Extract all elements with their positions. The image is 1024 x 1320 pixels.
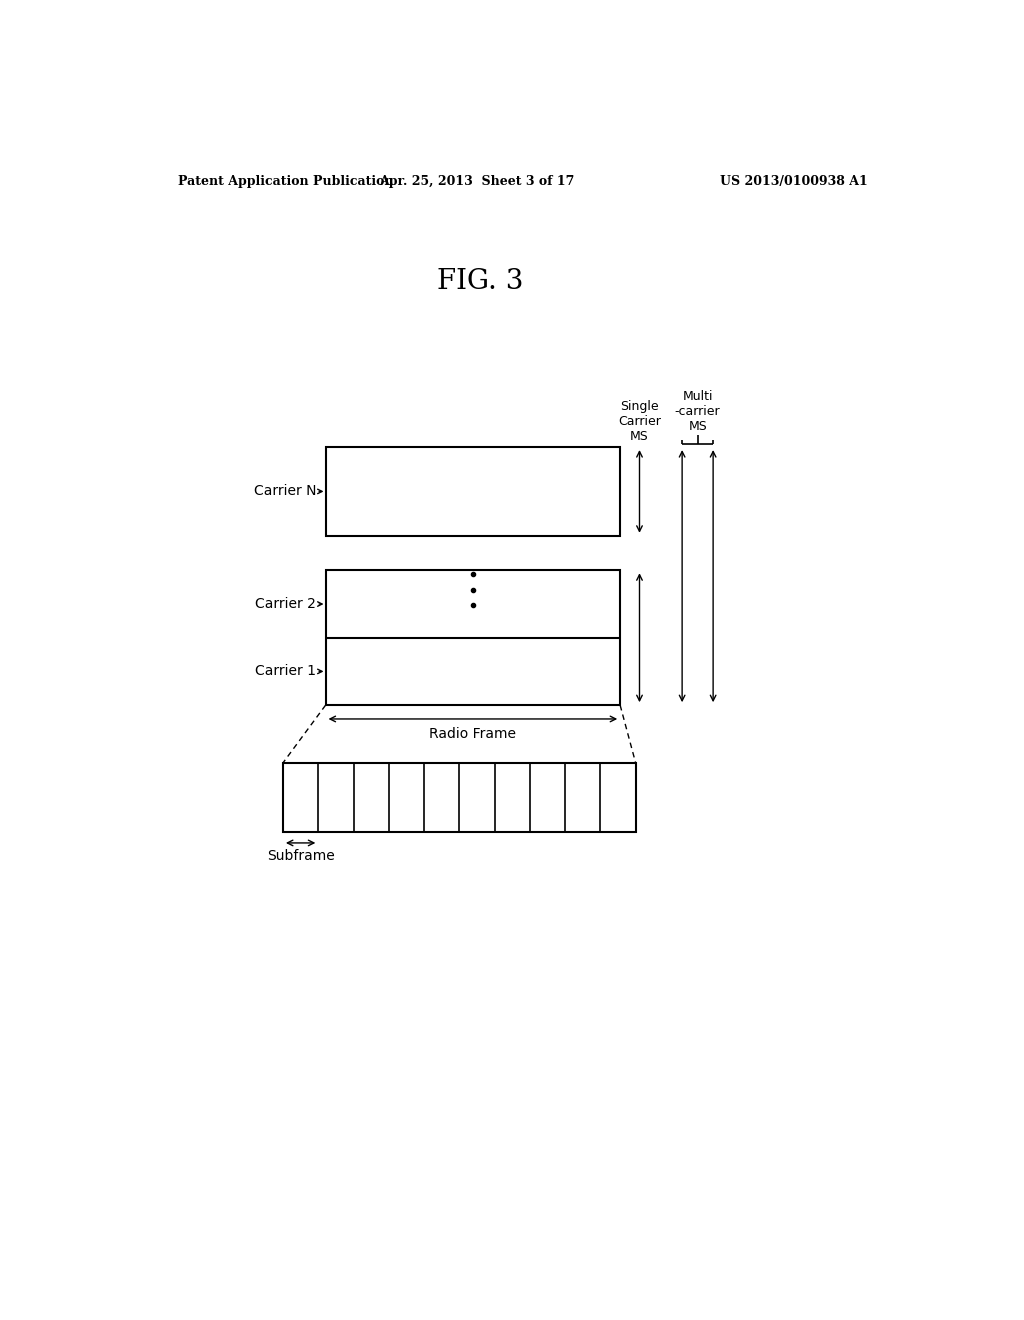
- Text: Carrier 2: Carrier 2: [255, 597, 316, 611]
- Text: FIG. 3: FIG. 3: [437, 268, 524, 296]
- Bar: [326, 447, 621, 536]
- Text: US 2013/0100938 A1: US 2013/0100938 A1: [720, 176, 868, 187]
- Bar: [326, 570, 621, 705]
- Text: Apr. 25, 2013  Sheet 3 of 17: Apr. 25, 2013 Sheet 3 of 17: [379, 176, 574, 187]
- Text: Multi
-carrier
MS: Multi -carrier MS: [675, 391, 721, 433]
- Text: Patent Application Publication: Patent Application Publication: [178, 176, 394, 187]
- Text: Carrier N: Carrier N: [254, 484, 316, 499]
- Bar: [283, 763, 636, 832]
- Text: Radio Frame: Radio Frame: [429, 726, 516, 741]
- Text: Single
Carrier
MS: Single Carrier MS: [618, 400, 660, 444]
- Text: Carrier 1: Carrier 1: [255, 664, 316, 678]
- Text: Subframe: Subframe: [267, 849, 335, 863]
